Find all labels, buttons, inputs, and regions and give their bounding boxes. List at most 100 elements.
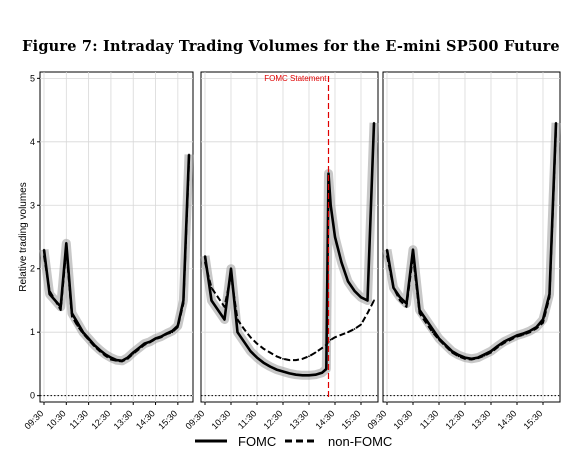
- point-non-fomc: [516, 335, 518, 338]
- point-non-fomc: [269, 351, 271, 354]
- point-fomc: [188, 153, 190, 156]
- point-non-fomc: [76, 324, 79, 327]
- point-fomc: [451, 350, 453, 353]
- x-tick-label: 12:30: [261, 408, 284, 431]
- x-tick-label: 12:30: [89, 408, 112, 431]
- point-non-fomc: [399, 299, 401, 302]
- figure-title: Figure 7: Intraday Trading Volumes for t…: [22, 38, 560, 55]
- point-non-fomc: [444, 345, 447, 348]
- point-non-fomc: [470, 358, 473, 361]
- point-non-fomc: [115, 359, 118, 362]
- x-tick-label: 10:30: [45, 408, 68, 431]
- point-fomc: [457, 354, 460, 356]
- point-non-fomc: [509, 338, 512, 341]
- x-tick-label: 12:30: [443, 408, 466, 431]
- point-fomc: [386, 248, 388, 251]
- point-non-fomc: [43, 255, 45, 257]
- point-non-fomc: [334, 336, 336, 339]
- point-fomc: [360, 296, 362, 299]
- point-non-fomc: [160, 336, 163, 339]
- point-non-fomc: [288, 359, 291, 362]
- point-non-fomc: [301, 357, 304, 360]
- point-non-fomc: [464, 357, 466, 360]
- series-non-fomc-line: [43, 160, 190, 363]
- point-non-fomc: [230, 274, 232, 276]
- point-non-fomc: [256, 342, 258, 345]
- point-fomc: [269, 365, 271, 368]
- y-tick-label: 5: [30, 73, 35, 83]
- point-fomc: [217, 309, 219, 311]
- point-non-fomc: [121, 360, 123, 363]
- point-fomc: [48, 293, 51, 296]
- point-non-fomc: [438, 338, 440, 341]
- x-tick-label: 09:30: [183, 408, 206, 431]
- point-fomc: [327, 172, 330, 175]
- x-tick-label: 14:30: [313, 408, 336, 431]
- point-non-fomc: [262, 347, 265, 350]
- point-non-fomc: [282, 357, 284, 360]
- point-non-fomc: [412, 255, 414, 257]
- point-non-fomc: [104, 354, 107, 357]
- legend-label-2: non-FOMC: [328, 434, 392, 449]
- x-tick-label: 14:30: [495, 408, 518, 431]
- point-non-fomc: [132, 352, 135, 355]
- point-non-fomc: [522, 333, 525, 336]
- point-fomc: [522, 332, 525, 335]
- point-fomc: [321, 371, 323, 374]
- y-axis-label: Relative trading volumes: [18, 182, 29, 292]
- point-non-fomc: [65, 248, 68, 251]
- point-non-fomc: [360, 323, 362, 326]
- panel-frame: [382, 71, 561, 403]
- point-fomc: [412, 248, 414, 251]
- x-tick-label: 11:30: [236, 408, 259, 431]
- point-fomc: [295, 373, 297, 376]
- point-non-fomc: [347, 331, 349, 334]
- point-non-fomc: [405, 305, 408, 308]
- point-non-fomc: [176, 326, 179, 329]
- point-fomc: [373, 121, 375, 124]
- point-non-fomc: [210, 286, 213, 289]
- point-fomc: [275, 368, 278, 371]
- y-tick-label: 3: [30, 200, 35, 210]
- point-fomc: [340, 261, 343, 264]
- point-non-fomc: [236, 318, 239, 321]
- point-non-fomc: [126, 357, 129, 360]
- point-non-fomc: [87, 338, 90, 341]
- x-tick-label: 15:30: [156, 408, 179, 431]
- point-non-fomc: [204, 261, 206, 264]
- point-non-fomc: [555, 128, 557, 131]
- panel-2: 09:30 10:30 11:30 12:30 13:30 14:30 15:30 FOMC …: [183, 71, 379, 431]
- point-fomc: [334, 236, 336, 238]
- point-non-fomc: [529, 331, 531, 334]
- point-fomc: [110, 356, 112, 359]
- point-non-fomc: [483, 354, 486, 357]
- point-non-fomc: [82, 332, 84, 335]
- point-fomc: [223, 318, 226, 321]
- legend-label-1: FOMC: [238, 434, 276, 449]
- point-non-fomc: [425, 321, 427, 324]
- point-non-fomc: [59, 309, 62, 311]
- point-fomc: [282, 370, 284, 373]
- point-non-fomc: [143, 343, 146, 346]
- point-non-fomc: [548, 296, 551, 299]
- point-non-fomc: [275, 355, 278, 358]
- point-fomc: [210, 299, 213, 302]
- point-non-fomc: [373, 299, 375, 302]
- x-tick-label: 09:30: [365, 408, 388, 431]
- point-fomc: [325, 368, 328, 370]
- point-fomc: [132, 351, 135, 354]
- point-fomc: [347, 280, 349, 283]
- y-tick-label: 4: [30, 137, 35, 147]
- point-fomc: [243, 340, 245, 343]
- point-non-fomc: [503, 342, 505, 344]
- point-non-fomc: [182, 302, 185, 305]
- point-fomc: [256, 356, 258, 359]
- point-fomc: [418, 309, 421, 311]
- x-tick-label: 15:30: [521, 408, 544, 431]
- point-fomc: [438, 337, 440, 340]
- point-non-fomc: [249, 336, 252, 339]
- point-non-fomc: [98, 350, 101, 353]
- point-non-fomc: [542, 321, 544, 324]
- point-non-fomc: [392, 286, 395, 289]
